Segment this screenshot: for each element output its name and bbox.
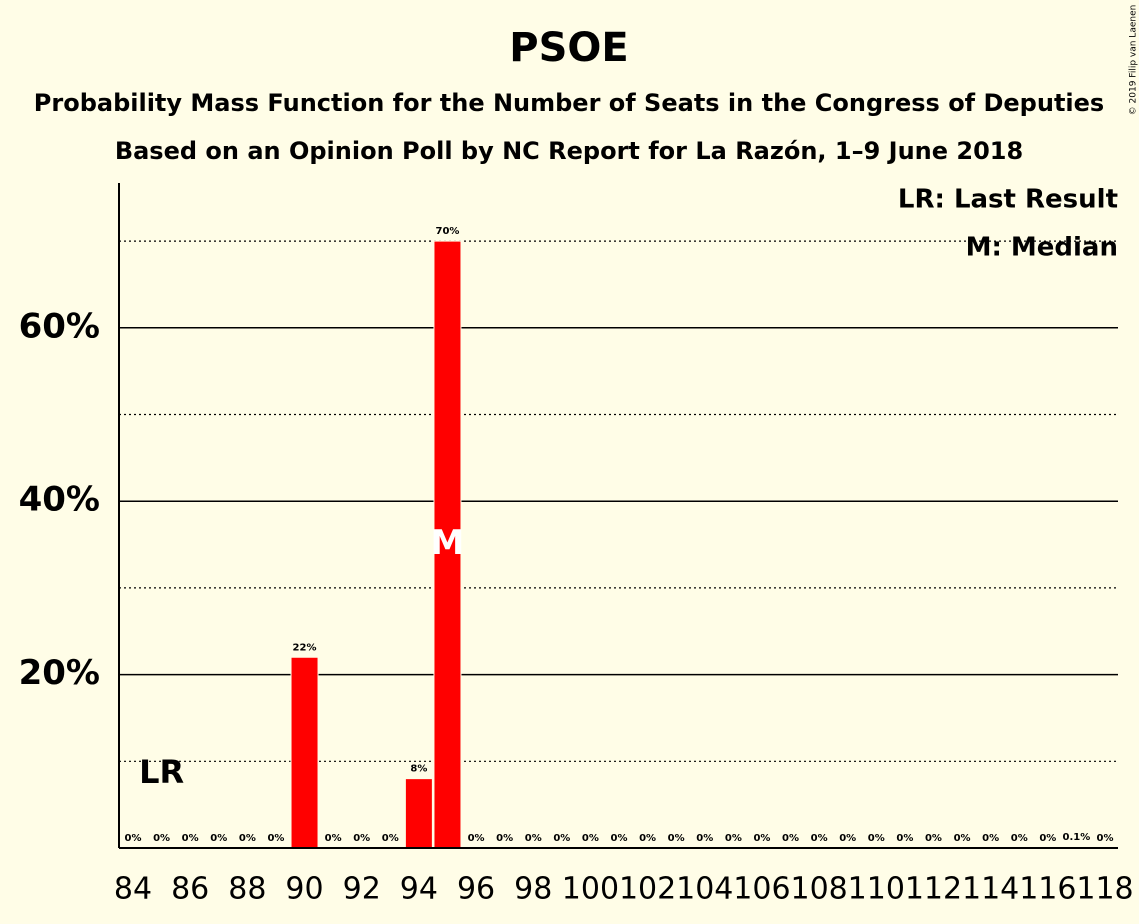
x-tick-label: 116 — [1019, 872, 1076, 907]
x-tick-label: 90 — [285, 872, 323, 907]
value-label: 0% — [725, 833, 742, 844]
value-label: 0% — [582, 833, 599, 844]
x-tick-label: 114 — [962, 872, 1019, 907]
value-label: 0% — [153, 833, 170, 844]
x-tick-label: 104 — [676, 872, 733, 907]
x-tick-label: 92 — [343, 872, 381, 907]
value-label: 70% — [436, 226, 460, 237]
value-label: 22% — [293, 642, 317, 653]
value-label: 0% — [210, 833, 227, 844]
value-label: 0% — [1097, 833, 1114, 844]
value-label: 0% — [811, 833, 828, 844]
value-label: 0% — [182, 833, 199, 844]
x-tick-label: 102 — [619, 872, 676, 907]
value-label: 0% — [611, 833, 628, 844]
value-label: 0% — [496, 833, 513, 844]
y-tick-label: 20% — [19, 653, 100, 693]
value-label: 0% — [668, 833, 685, 844]
x-tick-label: 94 — [400, 872, 438, 907]
x-tick-label: 108 — [790, 872, 847, 907]
value-label: 0% — [954, 833, 971, 844]
value-label: 8% — [410, 764, 427, 775]
x-tick-label: 110 — [848, 872, 905, 907]
value-label: 0% — [325, 833, 342, 844]
chart-subtitle: Based on an Opinion Poll by NC Report fo… — [115, 137, 1023, 165]
legend-entry: M: Median — [966, 233, 1118, 263]
value-label: 0% — [1011, 833, 1028, 844]
median-marker: M — [431, 523, 465, 563]
value-label: 0% — [239, 833, 256, 844]
bar — [433, 240, 462, 849]
chart-title: PSOE — [509, 25, 628, 71]
x-tick-label: 84 — [114, 872, 152, 907]
value-label: 0% — [1039, 833, 1056, 844]
value-label: 0% — [525, 833, 542, 844]
value-label: 0% — [868, 833, 885, 844]
value-label: 0% — [982, 833, 999, 844]
legend-entry: LR: Last Result — [898, 185, 1118, 215]
value-label: 0% — [839, 833, 856, 844]
value-label: 0% — [925, 833, 942, 844]
y-tick-label: 40% — [19, 480, 100, 520]
value-label: 0% — [125, 833, 142, 844]
x-tick-label: 106 — [733, 872, 790, 907]
bar — [290, 656, 319, 849]
chart-subtitle: Probability Mass Function for the Number… — [34, 89, 1104, 117]
credit: © 2019 Filip van Laenen — [1129, 5, 1139, 116]
x-tick-label: 88 — [228, 872, 266, 907]
x-tick-label: 96 — [457, 872, 495, 907]
value-label: 0% — [753, 833, 770, 844]
x-tick-label: 98 — [514, 872, 552, 907]
y-tick-label: 60% — [19, 306, 100, 346]
value-label: 0% — [382, 833, 399, 844]
value-label: 0% — [353, 833, 370, 844]
value-label: 0% — [896, 833, 913, 844]
x-tick-label: 100 — [562, 872, 619, 907]
value-label: 0.1% — [1063, 832, 1091, 843]
x-tick-label: 112 — [905, 872, 962, 907]
x-tick-label: 86 — [171, 872, 209, 907]
value-label: 0% — [782, 833, 799, 844]
last-result-marker: LR — [139, 753, 184, 791]
bar — [404, 778, 433, 849]
value-label: 0% — [553, 833, 570, 844]
value-label: 0% — [267, 833, 284, 844]
value-label: 0% — [696, 833, 713, 844]
value-label: 0% — [468, 833, 485, 844]
value-label: 0% — [639, 833, 656, 844]
x-tick-label: 118 — [1076, 872, 1133, 907]
